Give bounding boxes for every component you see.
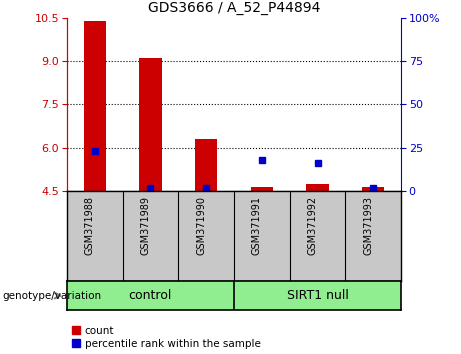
Text: GSM371988: GSM371988	[85, 196, 95, 255]
Bar	[195, 139, 217, 191]
Title: GDS3666 / A_52_P44894: GDS3666 / A_52_P44894	[148, 1, 320, 15]
Text: GSM371989: GSM371989	[141, 196, 150, 255]
Bar	[83, 21, 106, 191]
Text: control: control	[129, 289, 172, 302]
Bar	[139, 58, 161, 191]
Legend: count, percentile rank within the sample: count, percentile rank within the sample	[72, 326, 260, 349]
Text: GSM371990: GSM371990	[196, 196, 206, 255]
Text: GSM371991: GSM371991	[252, 196, 262, 255]
Text: genotype/variation: genotype/variation	[2, 291, 101, 301]
Text: SIRT1 null: SIRT1 null	[287, 289, 349, 302]
Text: GSM371993: GSM371993	[363, 196, 373, 255]
Bar	[362, 187, 384, 191]
Bar	[251, 187, 273, 191]
Text: GSM371992: GSM371992	[307, 196, 318, 255]
Bar	[307, 184, 329, 191]
